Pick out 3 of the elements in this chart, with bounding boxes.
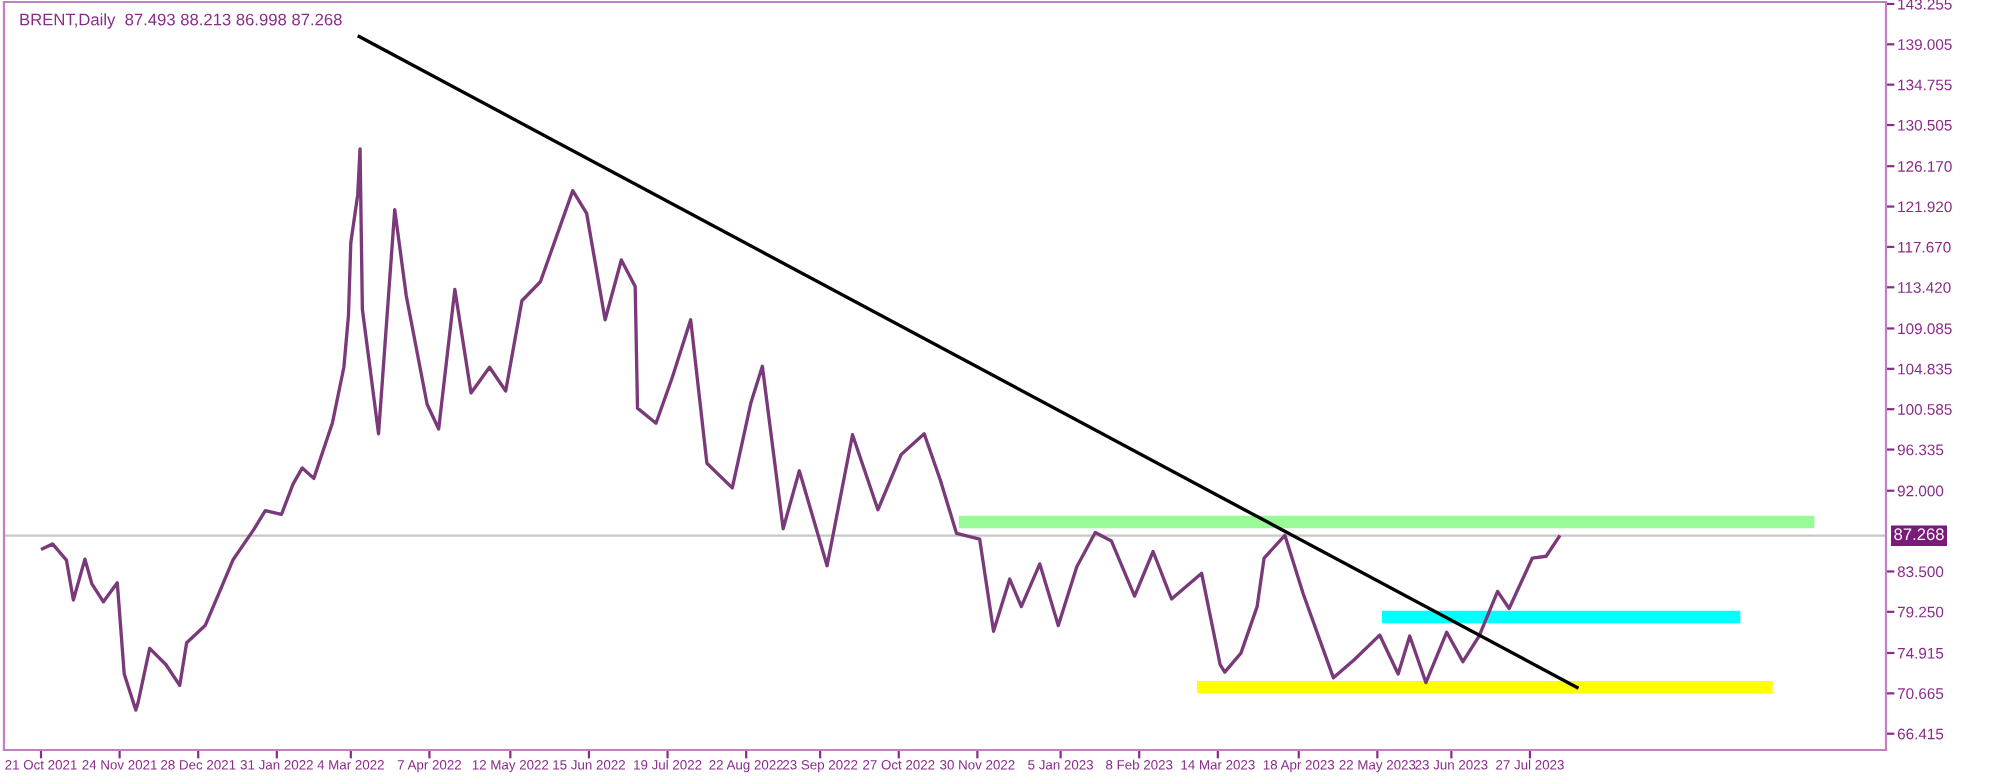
line-series: [39, 147, 1562, 712]
text: BRENT,Daily 87.493 88.213 86.998 87.268: [20, 13, 342, 29]
ref-line-label: 87.268: [1894, 528, 1944, 541]
